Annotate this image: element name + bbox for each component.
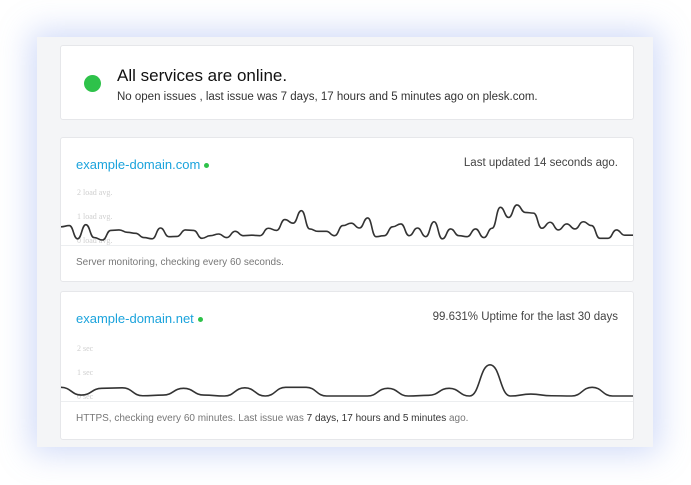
y-tick-label: 1 sec (77, 368, 94, 377)
domain-label: example-domain.net (76, 311, 194, 326)
y-tick-label: 1 load avg. (77, 212, 112, 221)
status-dot-icon (204, 163, 210, 169)
monitor-domain-link[interactable]: example-domain.net (76, 311, 203, 326)
series-line (61, 204, 633, 241)
domain-label: example-domain.com (76, 157, 201, 172)
uptime-text: 99.631% Uptime for the last 30 days (432, 311, 618, 323)
online-status-icon (84, 75, 101, 92)
divider (61, 245, 633, 246)
overall-status-card: All services are online. No open issues … (60, 45, 634, 120)
status-dot-icon (197, 317, 203, 323)
monitor-domain-link[interactable]: example-domain.com (76, 157, 210, 172)
response-time-chart: 0 sec 1 sec 2 sec (61, 344, 633, 401)
monitor-card: example-domain.net 99.631% Uptime for th… (60, 291, 634, 440)
status-subtitle: No open issues , last issue was 7 days, … (117, 91, 538, 103)
status-title: All services are online. (117, 66, 288, 85)
series-line (61, 363, 633, 397)
divider (61, 401, 633, 402)
last-updated: Last updated 14 seconds ago. (463, 157, 618, 169)
monitor-card: example-domain.com Last updated 14 secon… (60, 137, 634, 282)
status-page: All services are online. No open issues … (37, 37, 653, 447)
y-tick-label: 2 load avg. (77, 188, 112, 197)
y-tick-label: 0 load avg. (77, 236, 112, 245)
footer-text: HTTPS, checking every 60 minutes. Last i… (76, 413, 307, 424)
monitor-footer: Server monitoring, checking every 60 sec… (76, 257, 284, 268)
load-chart: 0 load avg. 1 load avg. 2 load avg. (61, 188, 633, 245)
footer-last-issue: 7 days, 17 hours and 5 minutes (306, 413, 447, 424)
y-tick-label: 2 sec (77, 344, 94, 353)
footer-text: ago. (446, 413, 469, 424)
monitor-footer: HTTPS, checking every 60 minutes. Last i… (76, 413, 468, 424)
y-tick-label: 0 sec (77, 392, 94, 401)
